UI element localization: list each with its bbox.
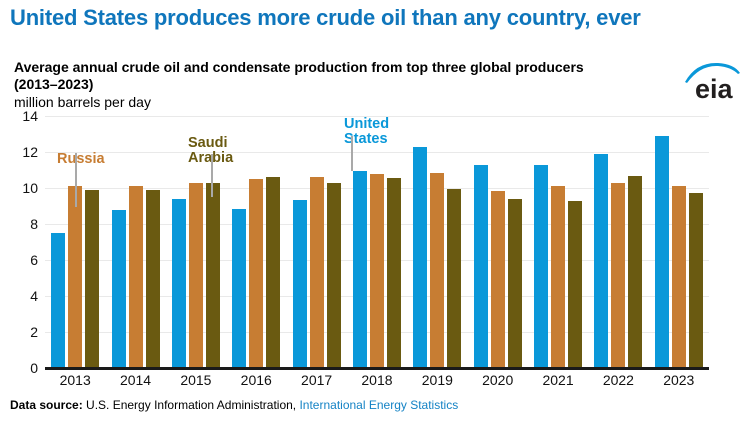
series-label-russia: Russia <box>57 137 105 207</box>
bar-russia-2022 <box>611 183 626 368</box>
bar-united-states-2019 <box>413 147 428 368</box>
y-tick-label: 2 <box>30 324 38 340</box>
x-tick-label: 2018 <box>361 372 393 388</box>
bar-russia-2016 <box>249 179 264 368</box>
y-tick-label: 14 <box>22 108 38 124</box>
x-axis-line <box>45 367 709 370</box>
x-tick-label: 2019 <box>421 372 453 388</box>
bar-russia-2013 <box>68 186 83 368</box>
bar-group-2018 <box>347 171 407 368</box>
bar-united-states-2015 <box>171 199 186 368</box>
y-tick-label: 12 <box>22 144 38 160</box>
data-source-text: U.S. Energy Information Administration, <box>82 398 300 412</box>
bar-united-states-2018 <box>352 171 367 368</box>
bar-russia-2018 <box>369 174 384 368</box>
eia-swoosh-icon: eia <box>685 62 740 104</box>
bar-group-2014 <box>105 186 165 368</box>
bar-group-2023 <box>649 136 709 368</box>
bar-group-2015 <box>166 183 226 368</box>
bar-saudi-arabia-2014 <box>145 190 160 368</box>
y-tick-label: 6 <box>30 252 38 268</box>
chart-subtitle: Average annual crude oil and condensate … <box>14 59 684 111</box>
bar-russia-2021 <box>551 186 566 368</box>
bar-saudi-arabia-2016 <box>266 177 281 368</box>
bar-united-states-2022 <box>594 154 609 368</box>
leader-line <box>75 153 77 207</box>
bar-chart: 0 2 4 6 8 10 12 14 2013 2014 2015 2016 2017 2018 2019… <box>0 95 750 395</box>
x-tick-label: 2022 <box>602 372 634 388</box>
x-tick-label: 2013 <box>59 372 91 388</box>
y-tick-label: 8 <box>30 216 38 232</box>
bar-united-states-2013 <box>51 233 66 368</box>
x-axis-labels: 2013 2014 2015 2016 2017 2018 2019 2020 2021 2022… <box>45 372 709 388</box>
bar-group-2013 <box>45 186 105 368</box>
x-tick-label: 2017 <box>301 372 333 388</box>
y-tick-label: 0 <box>30 360 38 376</box>
bar-united-states-2020 <box>473 165 488 368</box>
eia-logo: eia <box>682 56 744 104</box>
bar-saudi-arabia-2017 <box>326 183 341 368</box>
bar-saudi-arabia-2020 <box>507 199 522 368</box>
x-tick-label: 2021 <box>542 372 574 388</box>
bar-united-states-2021 <box>534 165 549 368</box>
y-axis-unit-label: million barrels per day <box>14 94 151 110</box>
bar-russia-2020 <box>490 191 505 368</box>
bar-saudi-arabia-2018 <box>386 178 401 368</box>
leader-line <box>211 154 213 197</box>
plot-area: 0 2 4 6 8 10 12 14 <box>0 95 750 395</box>
bar-group-2019 <box>407 147 467 368</box>
x-tick-label: 2020 <box>482 372 514 388</box>
series-label-saudi-arabia: Saudi Arabia <box>188 121 233 197</box>
chart-subtitle-line1: Average annual crude oil and condensate … <box>14 59 584 75</box>
series-label-text: Saudi Arabia <box>188 135 233 166</box>
series-label-text: Russia <box>57 151 105 167</box>
chart-subtitle-line2: (2013–2023) <box>14 76 94 92</box>
bar-saudi-arabia-2023 <box>688 193 703 368</box>
bar-russia-2015 <box>188 183 203 368</box>
data-source-note: Data source: U.S. Energy Information Adm… <box>10 398 458 412</box>
bar-united-states-2023 <box>654 136 669 368</box>
series-label-text: United States <box>344 116 390 147</box>
bar-russia-2014 <box>128 186 143 368</box>
y-tick-label: 4 <box>30 288 38 304</box>
x-tick-label: 2023 <box>663 372 695 388</box>
x-tick-label: 2015 <box>180 372 212 388</box>
data-source-label: Data source: <box>10 398 83 412</box>
bar-saudi-arabia-2021 <box>568 201 583 368</box>
gridline <box>45 116 709 117</box>
eia-logo-text: eia <box>695 74 734 104</box>
bar-group-2016 <box>226 177 286 368</box>
x-tick-label: 2016 <box>240 372 272 388</box>
bar-russia-2023 <box>671 186 686 368</box>
x-tick-label: 2014 <box>119 372 152 388</box>
bar-russia-2019 <box>430 173 445 368</box>
data-source-link[interactable]: International Energy Statistics <box>299 398 459 412</box>
page-title: United States produces more crude oil th… <box>10 5 641 30</box>
bar-saudi-arabia-2022 <box>628 176 643 368</box>
gridline <box>45 152 709 153</box>
bar-saudi-arabia-2015 <box>205 183 220 368</box>
leader-line <box>351 136 353 171</box>
bar-saudi-arabia-2019 <box>447 189 462 368</box>
bar-groups <box>45 95 709 368</box>
series-label-united-states: United States <box>344 102 390 171</box>
bar-russia-2017 <box>309 177 324 368</box>
bar-group-2022 <box>588 154 648 368</box>
bar-group-2017 <box>286 177 346 368</box>
bar-united-states-2017 <box>292 200 307 368</box>
y-tick-label: 10 <box>22 180 38 196</box>
bar-group-2020 <box>468 165 528 368</box>
bar-united-states-2014 <box>111 210 126 368</box>
bar-group-2021 <box>528 165 588 368</box>
bar-saudi-arabia-2013 <box>85 190 100 368</box>
bar-united-states-2016 <box>232 209 247 368</box>
